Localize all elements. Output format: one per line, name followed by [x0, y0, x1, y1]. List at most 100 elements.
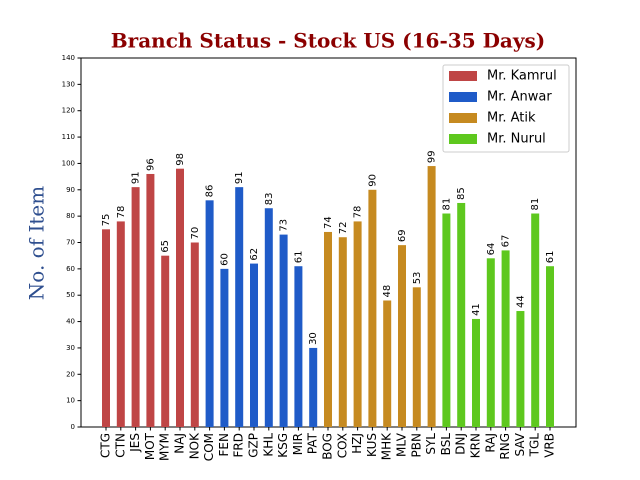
- data-label: 78: [353, 206, 364, 219]
- bar: [546, 266, 554, 427]
- bar: [116, 221, 125, 427]
- x-tick-label: MYM: [158, 433, 172, 461]
- x-tick-label: VRB: [543, 433, 557, 458]
- bar: [531, 213, 540, 427]
- data-label: 98: [175, 153, 186, 166]
- legend-swatch: [449, 71, 477, 81]
- bar: [294, 266, 303, 427]
- x-tick-label: HZJ: [350, 433, 364, 454]
- y-tick-label: 70: [66, 239, 75, 247]
- y-tick-label: 50: [66, 291, 75, 299]
- data-label: 86: [205, 185, 216, 198]
- bar: [398, 245, 406, 427]
- x-tick-label: CTN: [113, 433, 127, 458]
- bar: [190, 242, 199, 427]
- bar: [457, 202, 466, 427]
- y-tick-label: 10: [66, 397, 75, 405]
- y-tick-label: 60: [66, 265, 75, 273]
- data-label: 81: [530, 198, 541, 211]
- y-tick-label: 90: [66, 186, 75, 194]
- data-label: 64: [486, 243, 497, 256]
- data-label: 65: [160, 240, 171, 253]
- data-label: 41: [471, 303, 482, 316]
- bar: [102, 229, 110, 427]
- y-axis-label: No. of Item: [25, 186, 49, 300]
- y-tick-label: 110: [62, 133, 75, 141]
- legend-label: Mr. Anwar: [487, 90, 552, 105]
- y-tick-label: 80: [66, 212, 75, 220]
- x-tick-label: JES: [128, 433, 142, 453]
- legend-label: Mr. Kamrul: [487, 69, 557, 84]
- x-tick-label: RAJ: [483, 433, 497, 453]
- bar: [501, 250, 510, 427]
- bar: [472, 318, 480, 427]
- bar: [309, 347, 318, 427]
- bar: [235, 187, 244, 427]
- data-label: 60: [219, 253, 230, 266]
- data-label: 90: [367, 174, 378, 187]
- x-tick-label: MOT: [143, 432, 157, 460]
- x-tick-label: TGL: [528, 433, 542, 458]
- data-label: 67: [501, 235, 512, 248]
- data-label: 96: [145, 158, 156, 171]
- data-label: 70: [190, 227, 201, 240]
- data-label: 48: [382, 285, 393, 298]
- bar: [412, 287, 421, 427]
- y-tick-label: 130: [62, 80, 75, 88]
- data-label: 73: [279, 219, 290, 232]
- x-tick-label: KRN: [469, 433, 483, 458]
- x-tick-label: MIR: [291, 433, 305, 455]
- bar: [250, 263, 258, 427]
- x-tick-label: PBN: [409, 433, 423, 457]
- bar: [338, 237, 347, 427]
- legend-label: Mr. Nurul: [487, 132, 546, 147]
- y-tick-label: 120: [62, 107, 75, 115]
- data-label: 99: [427, 150, 438, 163]
- data-label: 91: [131, 171, 142, 184]
- bar: [383, 300, 392, 427]
- data-label: 83: [264, 193, 275, 206]
- data-label: 30: [308, 332, 319, 345]
- legend-swatch: [449, 92, 477, 102]
- y-tick-label: 100: [62, 159, 75, 167]
- legend-swatch: [449, 113, 477, 123]
- x-tick-label: KSG: [276, 433, 290, 458]
- legend-box: [442, 64, 570, 153]
- bar: [442, 213, 451, 427]
- legend-label: Mr. Atik: [487, 111, 536, 126]
- bar: [368, 189, 377, 427]
- y-tick-label: 40: [66, 318, 75, 326]
- data-label: 81: [441, 198, 452, 211]
- data-label: 62: [249, 248, 260, 261]
- data-label: 91: [234, 171, 245, 184]
- x-tick-label: GZP: [247, 433, 261, 458]
- data-label: 61: [293, 250, 304, 263]
- data-label: 44: [515, 295, 526, 308]
- data-label: 74: [323, 216, 334, 229]
- x-tick-label: PAT: [306, 432, 320, 454]
- y-tick-label: 30: [66, 344, 75, 352]
- bar: [176, 168, 184, 427]
- bar: [486, 258, 495, 427]
- bar: [205, 200, 214, 427]
- x-tick-label: RNG: [498, 433, 512, 460]
- x-tick-label: SYL: [424, 433, 438, 455]
- x-tick-label: SAV: [513, 432, 527, 456]
- x-tick-label: BOG: [321, 433, 335, 460]
- x-tick-label: FEN: [217, 433, 231, 456]
- x-tick-label: NOK: [187, 432, 201, 459]
- data-label: 75: [101, 214, 112, 227]
- x-tick-label: BSL: [439, 433, 453, 456]
- x-tick-label: COM: [202, 433, 216, 461]
- x-tick-label: DNJ: [454, 433, 468, 455]
- data-label: 69: [397, 229, 408, 242]
- legend-swatch: [449, 134, 477, 144]
- bar: [427, 166, 436, 428]
- x-tick-label: COX: [335, 433, 349, 458]
- bar: [131, 187, 140, 427]
- x-tick-label: KUS: [365, 433, 379, 457]
- data-label: 53: [412, 272, 423, 285]
- x-tick-label: KHL: [261, 433, 275, 457]
- data-label: 78: [116, 206, 127, 219]
